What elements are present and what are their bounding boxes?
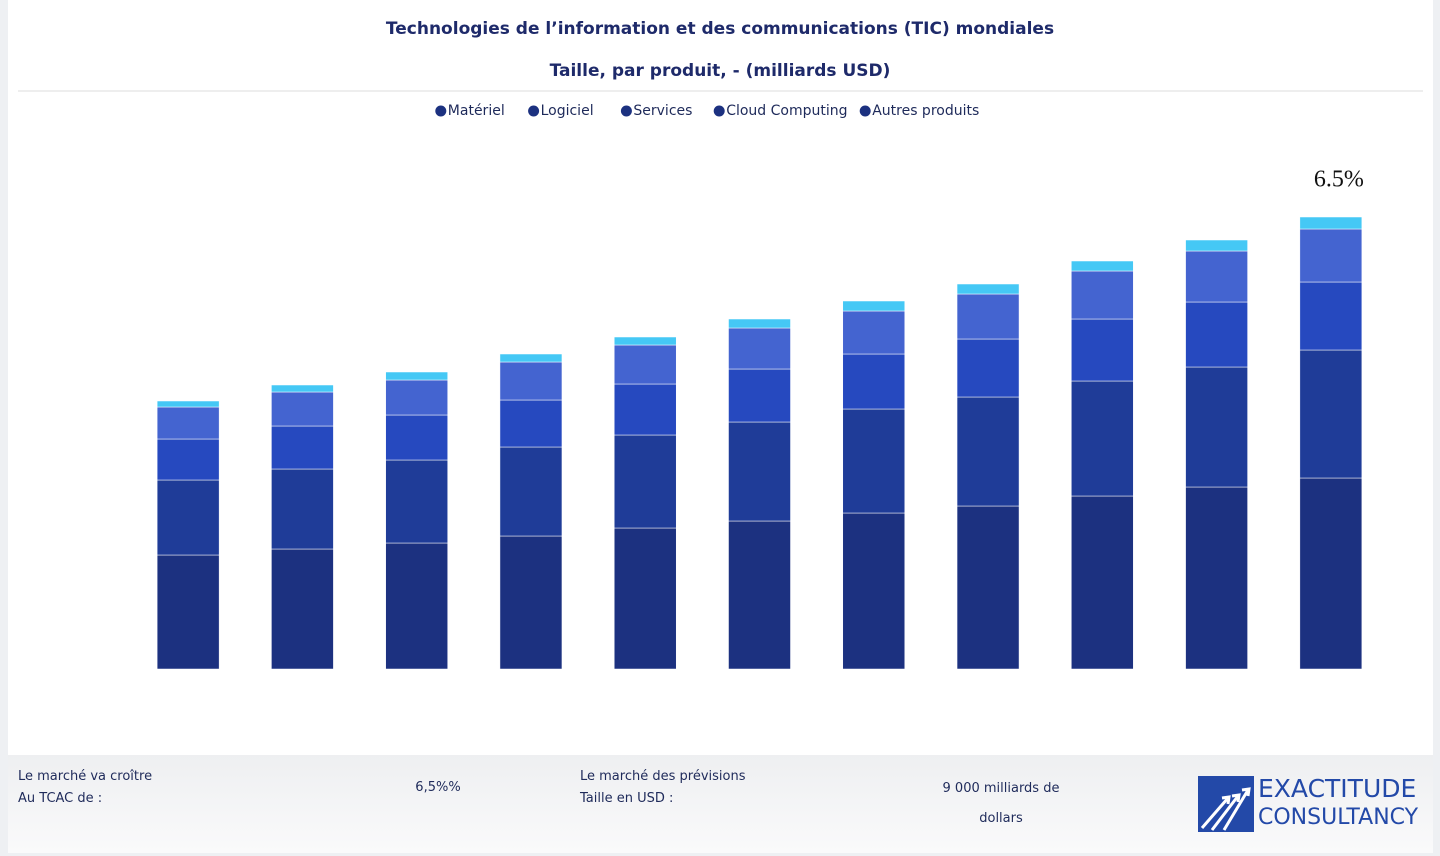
bar-segment [1071, 380, 1134, 497]
bar-segment [956, 338, 1020, 398]
bar-segment [956, 293, 1020, 340]
bar-segment [271, 548, 334, 670]
footer: Le marché va croître Au TCAC de : 6,5%% … [8, 755, 1433, 853]
bar-segment [613, 434, 677, 529]
bar-segment [499, 399, 563, 448]
legend-marker [528, 105, 540, 117]
card: Technologies de l’information et des com… [8, 0, 1433, 853]
bar-segment [385, 542, 448, 670]
annotation: 6.5% [1314, 167, 1364, 193]
bar-segment [728, 421, 791, 522]
bar-segment [499, 361, 563, 401]
bar-segment [1185, 366, 1248, 488]
legend-marker [620, 105, 632, 117]
bar-segment [385, 414, 448, 461]
size-value: 9 000 milliards de dollars [942, 781, 1060, 826]
bar-segment [156, 554, 220, 670]
logo-text-1: EXACTITUDE [1258, 774, 1417, 803]
bar-segment [1299, 477, 1363, 670]
bar-segment [956, 396, 1020, 507]
bar-segment [1071, 270, 1134, 320]
bar-segment [385, 459, 448, 544]
bar-segment [499, 353, 563, 363]
bar-segment [1071, 318, 1134, 382]
bar-segment [842, 310, 906, 355]
bar-segment [156, 400, 220, 408]
bar-segment [271, 391, 334, 427]
cagr-value: 6,5%% [415, 780, 461, 795]
bar-segment [156, 406, 220, 440]
legend-label: Logiciel [541, 103, 594, 119]
bar-segment [613, 383, 677, 436]
bar-segment [728, 318, 791, 329]
bar-segment [842, 512, 906, 670]
bar-segment [271, 384, 334, 393]
bar-segment [613, 527, 677, 670]
bar-segment [1185, 239, 1248, 252]
bar-segment [1185, 250, 1248, 303]
bar-segment [499, 446, 563, 537]
bar-segment [156, 479, 220, 556]
bar-segment [271, 468, 334, 550]
bar-segment [956, 505, 1020, 670]
bar-segment [842, 300, 906, 312]
cagr-label-2: Au TCAC de : [18, 791, 103, 806]
logo-text-2: CONSULTANCY [1258, 805, 1419, 830]
bar-segment [728, 520, 791, 670]
legend-label: Cloud Computing [726, 103, 847, 119]
legend-marker [859, 105, 871, 117]
bar-segment [842, 408, 906, 514]
bar-segment [613, 344, 677, 385]
size-label-2: Taille en USD : [580, 791, 674, 806]
bar-segment [1299, 228, 1363, 283]
legend-label: Autres produits [872, 103, 979, 119]
bar-segment [842, 353, 906, 410]
legend-marker [713, 105, 725, 117]
cagr-label-1: Le marché va croître [18, 769, 153, 784]
legend-marker [435, 105, 447, 117]
bar-segment [1299, 216, 1363, 230]
legend-label: Matériel [448, 103, 505, 119]
bar-segment [271, 425, 334, 470]
legend-label: Services [633, 103, 692, 119]
chart: Technologies de l’information et des com… [18, 19, 1423, 670]
bar-segment [385, 379, 448, 416]
size-label-1: Le marché des prévisions [580, 769, 746, 784]
bar-segment [613, 336, 677, 346]
logo-icon [1198, 776, 1254, 832]
chart-title: Technologies de l’information et des com… [386, 19, 1054, 39]
bar-segment [1299, 281, 1363, 351]
bar-segment [728, 327, 791, 370]
bar-segment [1185, 301, 1248, 368]
bar-segment [385, 371, 448, 381]
bar-segment [156, 438, 220, 481]
bar-segment [728, 368, 791, 423]
chart-subtitle: Taille, par produit, - (milliards USD) [550, 61, 891, 81]
bar-segment [499, 535, 563, 670]
bar-segment [956, 283, 1020, 295]
bar-segment [1071, 260, 1134, 272]
bar-segment [1299, 349, 1363, 479]
bar-segment [1071, 495, 1134, 670]
bar-segment [1185, 486, 1248, 670]
